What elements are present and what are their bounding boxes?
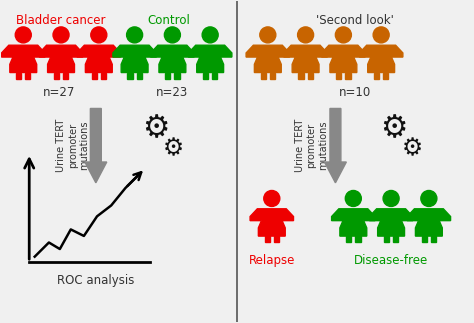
Polygon shape	[264, 236, 270, 242]
Polygon shape	[274, 236, 279, 242]
Text: Disease-free: Disease-free	[354, 254, 428, 267]
Circle shape	[373, 27, 389, 43]
Circle shape	[164, 27, 181, 43]
Text: Relapse: Relapse	[248, 254, 295, 267]
Polygon shape	[54, 73, 59, 79]
Polygon shape	[91, 73, 97, 79]
Polygon shape	[203, 73, 208, 79]
Polygon shape	[113, 45, 156, 73]
Polygon shape	[284, 45, 328, 73]
Polygon shape	[383, 73, 388, 79]
Circle shape	[345, 191, 361, 206]
Polygon shape	[250, 209, 293, 236]
Text: ⚙: ⚙	[381, 114, 408, 143]
Polygon shape	[407, 209, 451, 236]
Polygon shape	[369, 209, 413, 236]
Text: n=23: n=23	[156, 86, 189, 99]
Circle shape	[53, 27, 69, 43]
Polygon shape	[346, 236, 351, 242]
Polygon shape	[39, 45, 83, 73]
Text: ⚙: ⚙	[142, 114, 169, 143]
Circle shape	[421, 191, 437, 206]
Text: n=27: n=27	[43, 86, 75, 99]
Polygon shape	[1, 45, 45, 73]
Polygon shape	[393, 236, 398, 242]
Polygon shape	[151, 45, 194, 73]
Polygon shape	[422, 236, 427, 242]
Circle shape	[91, 27, 107, 43]
Circle shape	[298, 27, 314, 43]
Polygon shape	[101, 73, 106, 79]
Polygon shape	[308, 73, 313, 79]
Polygon shape	[128, 73, 133, 79]
Circle shape	[383, 191, 399, 206]
Circle shape	[264, 191, 280, 206]
Polygon shape	[431, 236, 436, 242]
Polygon shape	[16, 73, 21, 79]
Polygon shape	[25, 73, 30, 79]
Polygon shape	[246, 45, 290, 73]
Text: Bladder cancer: Bladder cancer	[16, 14, 106, 27]
Polygon shape	[63, 73, 68, 79]
Polygon shape	[174, 73, 180, 79]
Polygon shape	[384, 236, 389, 242]
Polygon shape	[322, 45, 365, 73]
Polygon shape	[189, 45, 232, 73]
Polygon shape	[77, 45, 120, 73]
Circle shape	[15, 27, 31, 43]
Polygon shape	[261, 73, 266, 79]
FancyArrow shape	[325, 109, 346, 183]
Polygon shape	[346, 73, 351, 79]
Polygon shape	[212, 73, 218, 79]
Text: Control: Control	[147, 14, 190, 27]
Circle shape	[260, 27, 276, 43]
Polygon shape	[332, 209, 375, 236]
Text: Urine TERT
promoter
mutations: Urine TERT promoter mutations	[295, 119, 328, 172]
Polygon shape	[356, 236, 361, 242]
Polygon shape	[137, 73, 142, 79]
Circle shape	[336, 27, 351, 43]
Polygon shape	[336, 73, 341, 79]
Polygon shape	[165, 73, 170, 79]
Polygon shape	[374, 73, 379, 79]
Text: Urine TERT
promoter
mutations: Urine TERT promoter mutations	[56, 119, 90, 172]
Text: ⚙: ⚙	[401, 136, 422, 160]
Circle shape	[202, 27, 218, 43]
Polygon shape	[298, 73, 303, 79]
Polygon shape	[270, 73, 275, 79]
Text: ROC analysis: ROC analysis	[57, 274, 135, 287]
FancyArrow shape	[85, 109, 107, 183]
Circle shape	[127, 27, 143, 43]
Polygon shape	[359, 45, 403, 73]
Text: ⚙: ⚙	[163, 136, 184, 160]
Text: 'Second look': 'Second look'	[316, 14, 394, 27]
Text: n=10: n=10	[339, 86, 372, 99]
